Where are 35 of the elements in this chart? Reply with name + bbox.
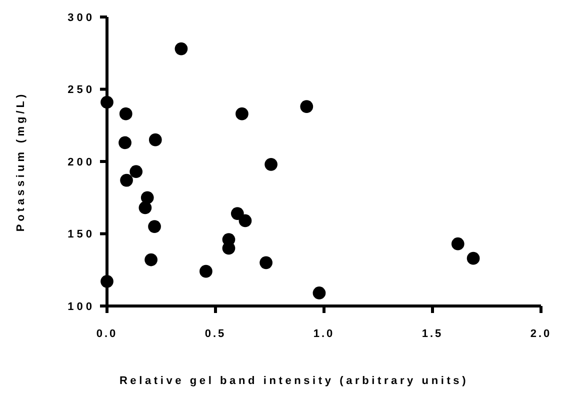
point: [100, 275, 114, 288]
y-tick-label: 300: [68, 12, 95, 24]
y-tick-label: 200: [68, 156, 95, 168]
point: [451, 237, 464, 250]
point: [148, 220, 161, 233]
point: [138, 201, 152, 214]
point: [312, 286, 326, 300]
point: [222, 242, 236, 255]
point: [238, 214, 252, 228]
x-tick-label: 1.5: [422, 328, 444, 340]
x-tick-label: 1.0: [313, 328, 335, 340]
point: [174, 42, 188, 56]
point: [236, 107, 248, 120]
x-tick-label: 0.5: [204, 328, 226, 340]
y-tick-label: 150: [68, 228, 95, 241]
y-tick-label: 100: [68, 300, 95, 313]
x-axis-title: Relative gel band intensity (arbitrary units): [119, 375, 469, 387]
point: [300, 100, 314, 114]
point: [118, 136, 132, 150]
point: [260, 256, 272, 270]
point: [466, 252, 480, 265]
y-axis-title: Potassium (mg/L): [15, 91, 27, 232]
y-tick-label: 250: [68, 84, 95, 96]
point: [130, 165, 143, 178]
x-tick-label: 0.0: [96, 328, 118, 340]
point: [100, 96, 114, 109]
point: [148, 133, 162, 146]
x-tick-label: 2.0: [530, 328, 552, 340]
point: [264, 158, 278, 171]
point: [140, 191, 154, 204]
point: [119, 107, 132, 120]
point: [120, 174, 133, 187]
point: [200, 264, 212, 278]
point: [230, 207, 244, 220]
point: [144, 253, 158, 266]
